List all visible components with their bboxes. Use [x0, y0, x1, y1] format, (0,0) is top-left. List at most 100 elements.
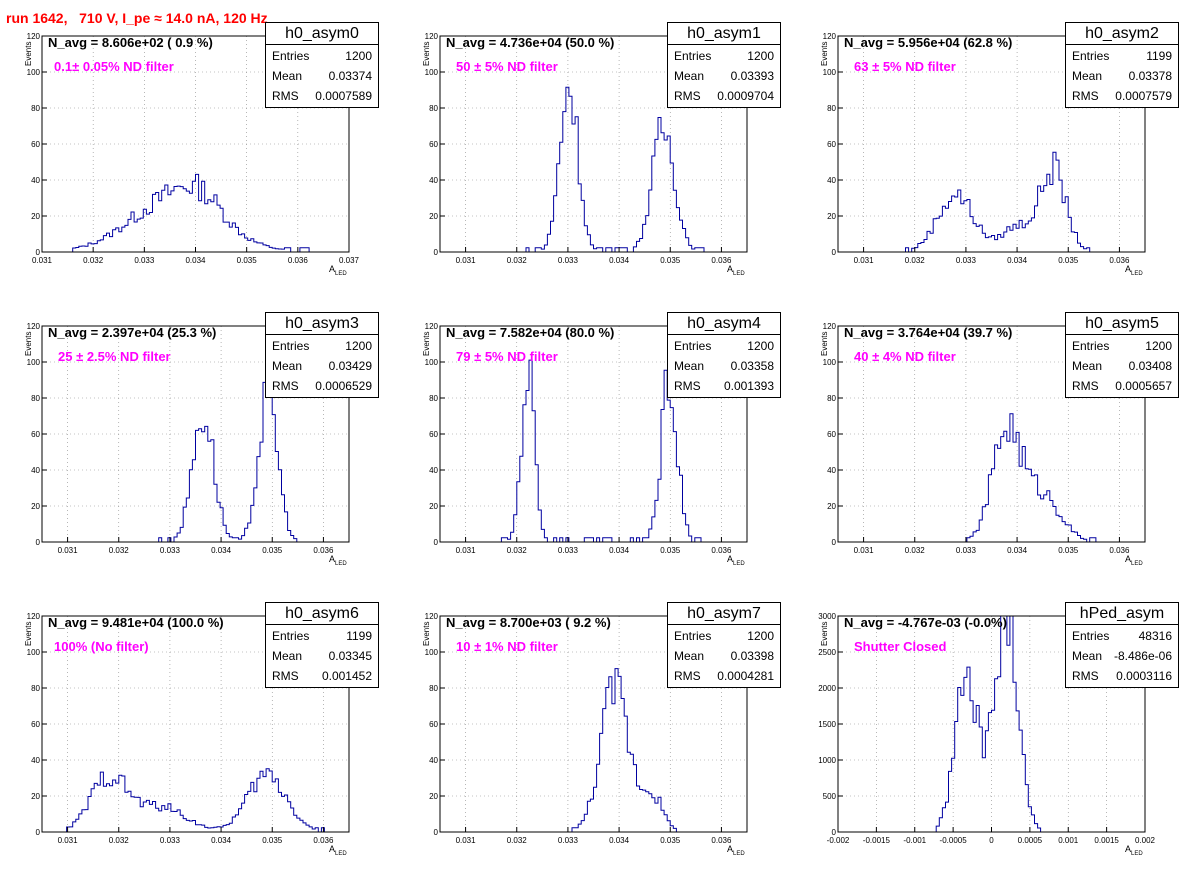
x-tick-label: 0.031 [58, 546, 79, 555]
y-tick-label: 500 [823, 792, 837, 801]
x-tick-label: 0 [989, 836, 994, 845]
x-tick-label: 0.037 [339, 256, 360, 265]
navg-label: N_avg = 8.606e+02 ( 0.9 %) [48, 35, 213, 50]
y-tick-label: 20 [31, 792, 40, 801]
x-tick-label: 0.035 [660, 836, 681, 845]
x-tick-label: 0.036 [1109, 546, 1130, 555]
y-tick-label: 120 [823, 322, 837, 331]
stats-row-mean: Mean 0.03393 [674, 66, 774, 86]
stats-value: 1200 [345, 339, 372, 353]
y-tick-label: 20 [827, 502, 836, 511]
filter-annotation: 79 ± 5% ND filter [456, 349, 558, 364]
y-tick-label: 100 [425, 358, 439, 367]
stats-row-rms: RMS 0.001452 [272, 666, 372, 686]
navg-label: N_avg = 3.764e+04 (39.7 %) [844, 325, 1013, 340]
stats-row-mean: Mean 0.03345 [272, 646, 372, 666]
stats-key: Mean [674, 359, 705, 373]
y-tick-label: 100 [823, 358, 837, 367]
y-axis-title: Events [820, 621, 829, 646]
x-tick-label: 0.036 [288, 256, 309, 265]
y-tick-label: 120 [27, 322, 41, 331]
y-tick-label: 1000 [818, 756, 836, 765]
stats-row-entries: Entries 1200 [674, 626, 774, 646]
navg-label: N_avg = 2.397e+04 (25.3 %) [48, 325, 217, 340]
stats-box: hPed_asym Entries 48316 Mean -8.486e-06 RMS 0.… [1065, 602, 1179, 688]
stats-box: h0_asym2 Entries 1199 Mean 0.03378 RMS 0.00075… [1065, 22, 1179, 108]
x-axis-title: ALED [727, 264, 745, 277]
x-tick-label: 0.034 [211, 836, 232, 845]
stats-row-rms: RMS 0.0009704 [674, 86, 774, 106]
stats-box: h0_asym6 Entries 1199 Mean 0.03345 RMS 0.00145… [265, 602, 379, 688]
stats-row-entries: Entries 1200 [272, 46, 372, 66]
stats-value: 0.03429 [328, 359, 372, 373]
x-axis-title: ALED [1125, 554, 1143, 567]
x-tick-label: 0.032 [507, 546, 528, 555]
x-tick-label: 0.033 [956, 256, 977, 265]
y-tick-label: 80 [429, 394, 438, 403]
filter-annotation: 40 ± 4% ND filter [854, 349, 956, 364]
y-tick-label: 120 [27, 612, 41, 621]
stats-row-mean: Mean -8.486e-06 [1072, 646, 1172, 666]
stats-value: -8.486e-06 [1113, 649, 1172, 663]
y-tick-label: 60 [429, 720, 438, 729]
stats-row-mean: Mean 0.03378 [1072, 66, 1172, 86]
y-axis-title: Events [422, 41, 431, 66]
stats-key: RMS [674, 89, 701, 103]
y-tick-label: 100 [823, 68, 837, 77]
y-tick-label: 0 [36, 828, 41, 837]
stats-key: Entries [1072, 339, 1110, 353]
y-tick-label: 120 [425, 32, 439, 41]
x-tick-label: 0.031 [854, 546, 875, 555]
y-tick-label: 60 [31, 430, 40, 439]
y-tick-label: 80 [31, 684, 40, 693]
x-tick-label: 0.036 [313, 836, 334, 845]
x-tick-label: 0.001 [1058, 836, 1079, 845]
stats-value: 0.03408 [1128, 359, 1172, 373]
stats-box: h0_asym0 Entries 1200 Mean 0.03374 RMS 0.00075… [265, 22, 379, 108]
x-tick-label: 0.035 [1058, 256, 1079, 265]
stats-key: RMS [1072, 669, 1099, 683]
stats-row-entries: Entries 1199 [1072, 46, 1172, 66]
x-tick-label: 0.033 [134, 256, 155, 265]
stats-key: RMS [272, 669, 299, 683]
stats-value: 0.0009704 [717, 89, 774, 103]
stats-key: Mean [272, 69, 303, 83]
stats-value: 0.0003116 [1116, 669, 1172, 683]
stats-value: 1200 [1145, 339, 1172, 353]
x-tick-label: 0.032 [109, 836, 130, 845]
x-tick-label: 0.034 [609, 836, 630, 845]
x-tick-label: 0.0005 [1018, 836, 1043, 845]
x-tick-label: 0.035 [262, 836, 283, 845]
x-axis-title: ALED [329, 554, 347, 567]
x-tick-label: 0.036 [711, 836, 732, 845]
histogram-pad: 0.031 0.032 0.033 0.034 0.035 0.036 0 20 40 60 80 1… [24, 312, 379, 567]
y-tick-label: 40 [31, 756, 40, 765]
stats-value: 0.03358 [730, 359, 774, 373]
x-tick-label: 0.034 [211, 546, 232, 555]
stats-row-mean: Mean 0.03374 [272, 66, 372, 86]
y-tick-label: 40 [429, 466, 438, 475]
x-tick-label: 0.031 [456, 256, 477, 265]
y-tick-label: 0 [434, 538, 439, 547]
y-tick-label: 20 [429, 792, 438, 801]
x-tick-label: 0.032 [83, 256, 104, 265]
y-axis-title: Events [422, 331, 431, 356]
y-tick-label: 60 [429, 430, 438, 439]
y-tick-label: 60 [31, 720, 40, 729]
x-tick-label: 0.032 [109, 546, 130, 555]
stats-key: Entries [674, 49, 712, 63]
stats-row-mean: Mean 0.03408 [1072, 356, 1172, 376]
x-axis-title: ALED [1125, 844, 1143, 857]
stats-row-entries: Entries 1200 [674, 46, 774, 66]
x-axis-title: ALED [329, 844, 347, 857]
x-tick-label: 0.036 [711, 256, 732, 265]
x-tick-label: 0.032 [507, 836, 528, 845]
histogram-pad: 0.031 0.032 0.033 0.034 0.035 0.036 0 20 40 60 80 1… [422, 312, 781, 567]
stats-key: Entries [272, 629, 310, 643]
stats-row-entries: Entries 1200 [674, 336, 774, 356]
y-tick-label: 120 [823, 32, 837, 41]
histogram-plot: -0.002 -0.0015 -0.001 -0.0005 0 0.0005 0.001 0.… [818, 612, 1155, 845]
x-tick-label: 0.034 [1007, 256, 1028, 265]
stats-key: Mean [674, 69, 705, 83]
histogram-series [440, 668, 747, 833]
